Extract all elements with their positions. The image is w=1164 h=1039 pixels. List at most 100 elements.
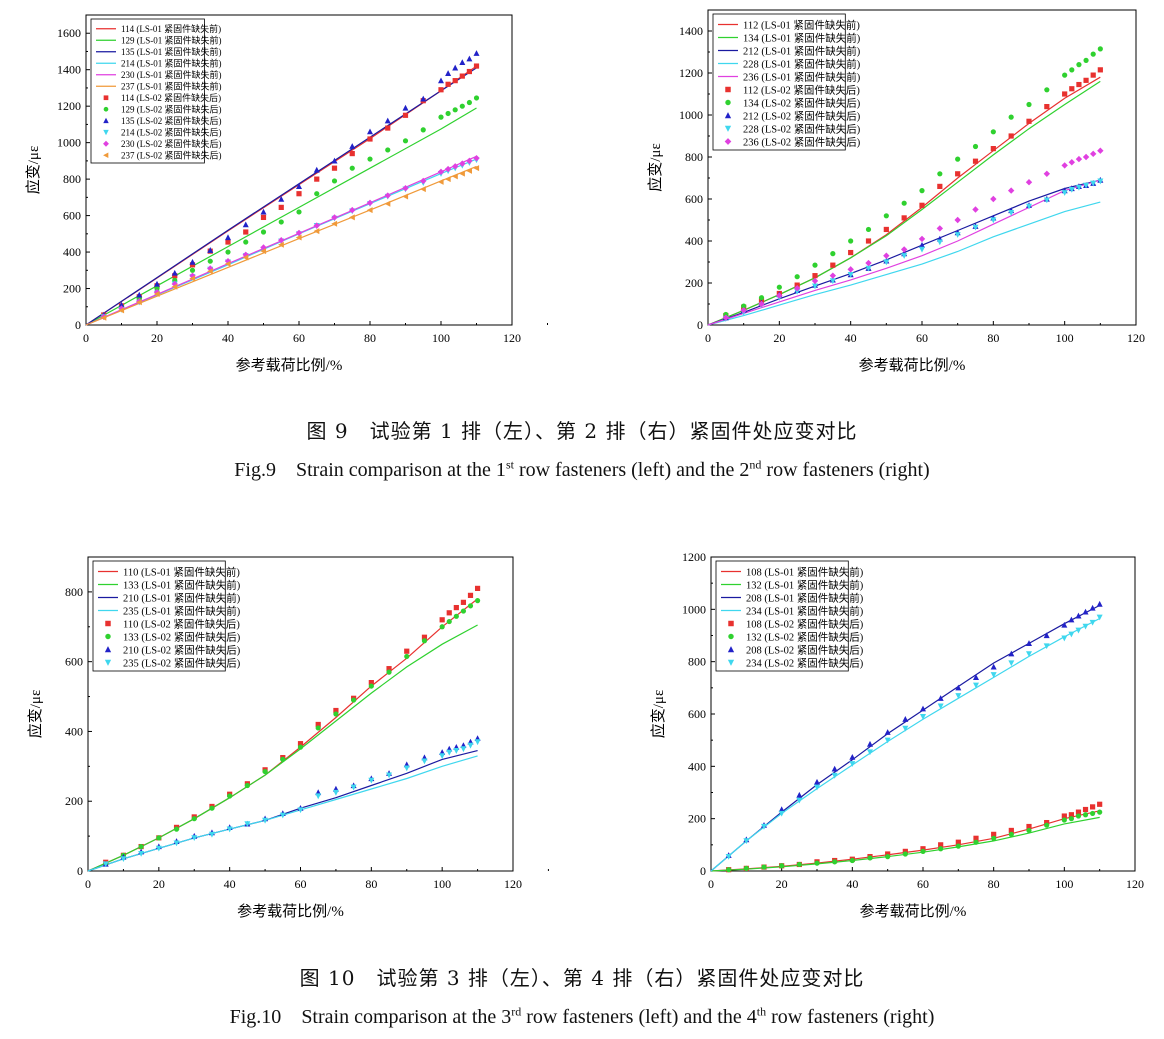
y-tick-label: 800: [685, 150, 703, 164]
data-point: [1008, 827, 1014, 834]
data-point: [1097, 67, 1103, 73]
data-point: [438, 87, 444, 93]
x-tick-label: 100: [433, 877, 451, 891]
data-point: [938, 846, 944, 852]
legend-label: 230 (LS-02 紧固件缺失后): [121, 138, 222, 149]
legend-swatch: [728, 633, 734, 640]
data-point: [138, 843, 144, 850]
data-point: [1008, 650, 1015, 657]
series-line: [707, 201, 1101, 326]
data-point: [279, 812, 286, 819]
data-point: [1075, 612, 1082, 619]
data-point: [452, 78, 458, 84]
data-point: [445, 70, 452, 76]
data-point: [402, 185, 409, 192]
data-point: [155, 845, 162, 852]
series-134-ls01: [707, 80, 1101, 326]
series-line: [707, 179, 1101, 326]
data-point: [920, 714, 926, 720]
series-208-ls01: [710, 604, 1100, 872]
data-point: [1082, 812, 1089, 818]
data-point: [814, 778, 820, 785]
legend-label: 132 (LS-01 紧固件缺失前): [746, 578, 864, 591]
data-point: [331, 214, 338, 221]
y-tick-label: 600: [63, 209, 81, 223]
data-point: [812, 283, 818, 290]
data-point: [778, 806, 785, 813]
data-point: [1068, 631, 1075, 638]
data-point: [831, 772, 838, 779]
data-point: [726, 867, 732, 873]
y-tick-label: 200: [688, 812, 706, 826]
series-133-ls02: [103, 598, 481, 867]
data-point: [1075, 155, 1083, 163]
data-point: [972, 143, 979, 150]
y-tick-label: 600: [685, 192, 703, 206]
data-point: [421, 638, 428, 644]
data-point: [1026, 203, 1032, 210]
data-point: [473, 50, 480, 56]
x-tick-label: 100: [1056, 331, 1074, 345]
legend-box: [90, 18, 205, 164]
data-point: [366, 199, 374, 207]
data-point: [1075, 627, 1082, 634]
data-point: [1061, 162, 1068, 169]
data-point: [171, 283, 178, 290]
legend-label: 235 (LS-01 紧固件缺失前): [123, 604, 241, 617]
data-point: [1026, 101, 1032, 108]
data-point: [1090, 810, 1096, 817]
x-tick-label: 0: [708, 877, 714, 891]
data-point: [793, 285, 801, 292]
series-235-ls02: [102, 739, 481, 868]
fig9-caption-sup-2: nd: [749, 457, 762, 472]
data-point: [1083, 77, 1089, 83]
x-tick-label: 80: [987, 331, 999, 345]
data-point: [385, 147, 391, 153]
data-point: [972, 206, 979, 213]
y-tick-label: 1200: [682, 550, 706, 564]
data-point: [367, 136, 373, 142]
data-point: [154, 280, 160, 287]
data-point: [453, 748, 460, 754]
data-point: [437, 168, 445, 176]
data-point: [444, 176, 451, 183]
data-point: [138, 850, 145, 857]
data-point: [474, 739, 481, 746]
data-point: [120, 856, 127, 862]
data-point: [847, 272, 854, 278]
x-tick-label: 60: [917, 877, 929, 891]
y-tick-label: 0: [75, 318, 81, 332]
data-point: [1090, 150, 1097, 158]
x-tick-label: 0: [705, 331, 711, 345]
fig9-caption-cn: 图 9 试验第 1 排（左）、第 2 排（右）紧固件处应变对比: [306, 419, 858, 443]
x-tick-label: 20: [151, 331, 163, 345]
legend: 110 (LS-01 紧固件缺失前)133 (LS-01 紧固件缺失前)210 …: [92, 560, 241, 672]
data-point: [262, 817, 269, 824]
data-point: [439, 617, 445, 623]
y-tick-label: 800: [65, 585, 83, 599]
legend-swatch: [103, 129, 109, 136]
data-point: [778, 810, 785, 817]
x-tick-label: 0: [83, 331, 89, 345]
data-point: [1026, 823, 1032, 830]
data-point: [1082, 153, 1090, 161]
legend: 114 (LS-01 紧固件缺失前)129 (LS-01 紧固件缺失前)135 …: [90, 18, 222, 164]
data-point: [1007, 187, 1015, 194]
x-axis-label: 参考载荷比例/%: [236, 357, 343, 374]
legend-swatch: [103, 106, 109, 112]
data-point: [313, 166, 320, 173]
data-point: [439, 753, 446, 760]
data-point: [402, 193, 409, 200]
data-point: [814, 860, 820, 866]
data-point: [260, 248, 267, 255]
data-point: [172, 273, 178, 279]
legend-swatch: [725, 86, 731, 93]
data-point: [313, 222, 320, 229]
legend-label: 134 (LS-02 紧固件缺失后): [743, 96, 861, 109]
data-point: [242, 221, 249, 228]
data-point: [467, 592, 474, 598]
x-axis-label: 参考载荷比例/%: [859, 357, 966, 374]
legend-label: 230 (LS-01 紧固件缺失前): [121, 69, 222, 80]
data-point: [280, 756, 286, 762]
data-point: [955, 843, 961, 849]
